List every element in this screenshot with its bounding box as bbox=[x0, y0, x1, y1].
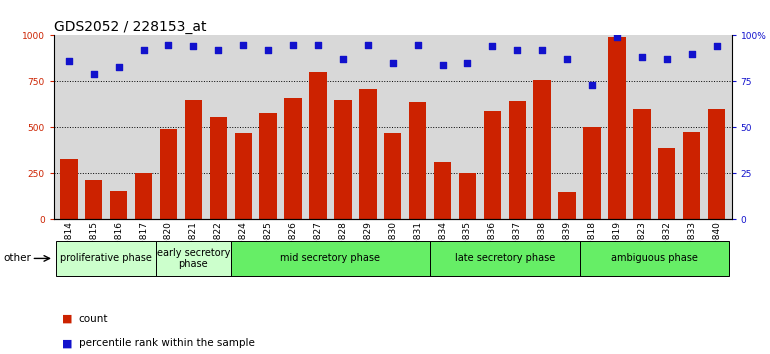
Bar bbox=[85, 180, 102, 219]
Point bbox=[685, 51, 698, 57]
Point bbox=[536, 47, 548, 53]
Bar bbox=[608, 37, 625, 219]
Bar bbox=[259, 113, 277, 219]
Bar bbox=[110, 191, 127, 219]
Bar bbox=[60, 159, 78, 219]
Bar bbox=[459, 172, 476, 219]
Bar bbox=[580, 241, 729, 276]
Text: GDS2052 / 228153_at: GDS2052 / 228153_at bbox=[54, 21, 206, 34]
Bar bbox=[56, 241, 156, 276]
Point bbox=[336, 57, 349, 62]
Bar bbox=[584, 127, 601, 219]
Bar bbox=[708, 109, 725, 219]
Bar bbox=[235, 133, 252, 219]
Bar bbox=[683, 132, 701, 219]
Point bbox=[262, 47, 274, 53]
Bar bbox=[135, 172, 152, 219]
Point bbox=[62, 58, 75, 64]
Point bbox=[362, 42, 374, 47]
Point bbox=[511, 47, 524, 53]
Text: percentile rank within the sample: percentile rank within the sample bbox=[79, 338, 254, 348]
Point bbox=[187, 44, 199, 49]
Point bbox=[711, 44, 723, 49]
Bar bbox=[359, 89, 377, 219]
Point bbox=[88, 71, 100, 77]
Point bbox=[486, 44, 498, 49]
Point bbox=[137, 47, 149, 53]
Point bbox=[312, 42, 324, 47]
Text: proliferative phase: proliferative phase bbox=[60, 253, 152, 263]
Bar bbox=[209, 117, 227, 219]
Bar bbox=[334, 100, 352, 219]
Bar bbox=[484, 111, 501, 219]
Text: other: other bbox=[4, 253, 32, 263]
Bar bbox=[156, 241, 231, 276]
Point bbox=[661, 57, 673, 62]
Bar bbox=[384, 133, 401, 219]
Text: mid secretory phase: mid secretory phase bbox=[280, 253, 380, 263]
Text: count: count bbox=[79, 314, 108, 324]
Text: late secretory phase: late secretory phase bbox=[454, 253, 555, 263]
Bar bbox=[159, 129, 177, 219]
Point bbox=[411, 42, 424, 47]
Text: ■: ■ bbox=[62, 338, 72, 348]
Text: ambiguous phase: ambiguous phase bbox=[611, 253, 698, 263]
Bar bbox=[633, 109, 651, 219]
Text: early secretory
phase: early secretory phase bbox=[157, 247, 230, 269]
Point bbox=[437, 62, 449, 68]
Point bbox=[237, 42, 249, 47]
Text: ■: ■ bbox=[62, 314, 72, 324]
Bar bbox=[310, 72, 326, 219]
Point bbox=[162, 42, 175, 47]
Bar bbox=[534, 80, 551, 219]
Bar bbox=[430, 241, 580, 276]
Bar bbox=[508, 101, 526, 219]
Point bbox=[586, 82, 598, 88]
Point bbox=[387, 60, 399, 66]
Bar bbox=[231, 241, 430, 276]
Point bbox=[287, 42, 300, 47]
Bar bbox=[434, 162, 451, 219]
Point bbox=[112, 64, 125, 69]
Bar bbox=[185, 100, 202, 219]
Point bbox=[213, 47, 225, 53]
Bar bbox=[409, 102, 427, 219]
Bar bbox=[284, 98, 302, 219]
Point bbox=[461, 60, 474, 66]
Point bbox=[561, 57, 573, 62]
Point bbox=[636, 55, 648, 60]
Bar bbox=[558, 192, 576, 219]
Point bbox=[611, 34, 623, 40]
Bar bbox=[658, 148, 675, 219]
